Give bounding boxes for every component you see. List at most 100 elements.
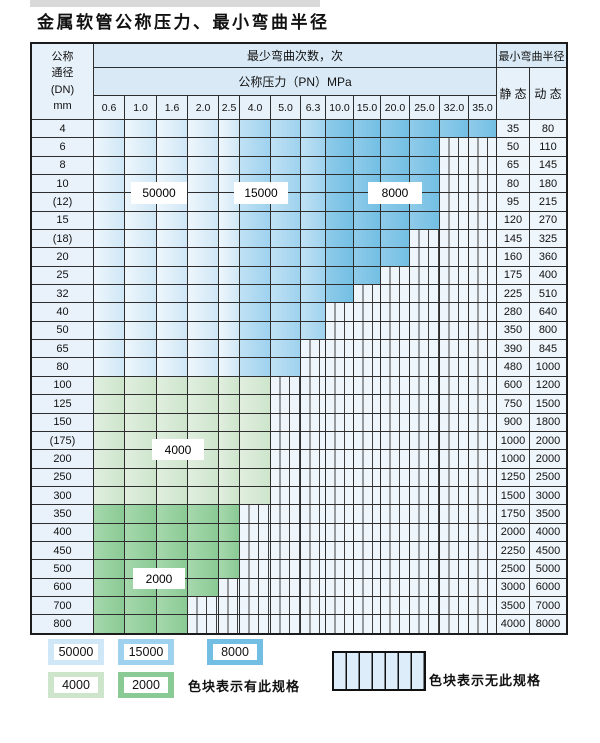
bend-cell-available [157,468,187,486]
bend-cell-available [271,321,300,340]
bend-cell-available [125,340,156,358]
legend-unavailable-swatch [332,651,426,691]
bend-cell-available [301,266,325,285]
bend-cell-unavailable [301,541,325,560]
bend-cell-available [94,285,124,303]
bend-cell-available [326,285,353,303]
bend-cell-unavailable [440,578,468,596]
bend-cell-available [188,395,218,413]
bend-cell-available [410,138,439,156]
bend-cell-unavailable [410,596,439,615]
bend-cell-unavailable [469,486,496,505]
bend-cell-available [125,120,156,138]
legend-swatch-label: 15000 [124,644,168,660]
bend-cell-available [125,523,156,541]
bend-cell-available [301,248,325,266]
dynamic-header: 动 态 [530,68,566,119]
bend-cell-available [219,358,239,376]
bend-cell-unavailable [271,615,300,633]
static-radius-cell: 145 [497,230,529,248]
bend-cell-available [410,156,439,175]
bend-cell-available [271,156,300,175]
bend-cell-unavailable [381,303,409,321]
legend-swatch: 2000 [118,672,174,698]
bend-cell-available [94,138,124,156]
bend-cell-available [271,230,300,248]
bend-cell-available [240,303,270,321]
dynamic-radius-cell: 3500 [530,505,566,523]
bend-cell-available [219,560,239,578]
dn-cell: 200 [32,450,93,468]
bend-cell-unavailable [469,596,496,615]
dn-cell: 700 [32,596,93,615]
bend-cell-available [240,156,270,175]
bend-cell-available [301,175,325,193]
bend-cell-unavailable [354,413,380,431]
bend-cell-available [188,156,218,175]
bend-cell-available [240,211,270,230]
dn-cell: 125 [32,395,93,413]
dn-cell: 40 [32,303,93,321]
bend-cell-available [125,413,156,431]
bend-cell-unavailable [326,321,353,340]
bend-cell-available [219,468,239,486]
legend-swatch-label: 2000 [124,677,168,693]
bend-cell-available [188,486,218,505]
bend-cell-available [94,120,124,138]
bend-times-label: 50000 [131,182,187,204]
dynamic-radius-cell: 2000 [530,431,566,450]
dynamic-radius-cell: 5000 [530,560,566,578]
bend-cell-unavailable [440,175,468,193]
bend-cell-unavailable [469,431,496,450]
bend-times-label: 4000 [152,439,204,460]
bend-cell-unavailable [271,560,300,578]
pressure-tick: 32.0 [440,96,468,119]
bend-cell-unavailable [301,523,325,541]
bend-cell-available [301,285,325,303]
bend-cell-available [188,560,218,578]
bend-cell-unavailable [354,431,380,450]
bend-cell-available [440,120,468,138]
bend-cell-unavailable [240,578,270,596]
bend-cell-available [94,248,124,266]
bend-cell-unavailable [410,358,439,376]
bend-cell-available [94,615,124,633]
pressure-tick: 1.0 [125,96,156,119]
bend-cell-unavailable [301,468,325,486]
bend-times-label: 8000 [368,182,422,204]
bend-cell-available [240,431,270,450]
bend-cell-available [188,211,218,230]
bend-cell-unavailable [410,340,439,358]
bend-cell-available [354,211,380,230]
bend-cell-available [125,303,156,321]
bend-cell-unavailable [240,523,270,541]
bend-cell-available [326,266,353,285]
bend-cell-unavailable [354,486,380,505]
dn-cell: 250 [32,468,93,486]
bend-cell-unavailable [440,376,468,395]
radius-header: 最小弯曲半径 [497,44,566,67]
bend-cell-available [354,248,380,266]
bend-cell-unavailable [354,376,380,395]
bend-cell-unavailable [326,358,353,376]
dynamic-radius-cell: 110 [530,138,566,156]
bend-cell-available [240,376,270,395]
bend-cell-available [157,138,187,156]
bend-cell-available [188,120,218,138]
dn-cell: 65 [32,340,93,358]
bend-cell-available [125,541,156,560]
bend-cell-unavailable [381,596,409,615]
scan-artifact [30,0,320,7]
bend-cell-unavailable [469,193,496,211]
dn-cell: (18) [32,230,93,248]
bend-cell-available [188,358,218,376]
bend-cell-unavailable [469,340,496,358]
legend-swatch: 15000 [118,639,174,665]
bend-cell-available [188,505,218,523]
bend-cell-available [240,450,270,468]
bend-cell-available [157,266,187,285]
dn-cell: 80 [32,358,93,376]
bend-cell-available [188,193,218,211]
bend-cell-available [381,156,409,175]
